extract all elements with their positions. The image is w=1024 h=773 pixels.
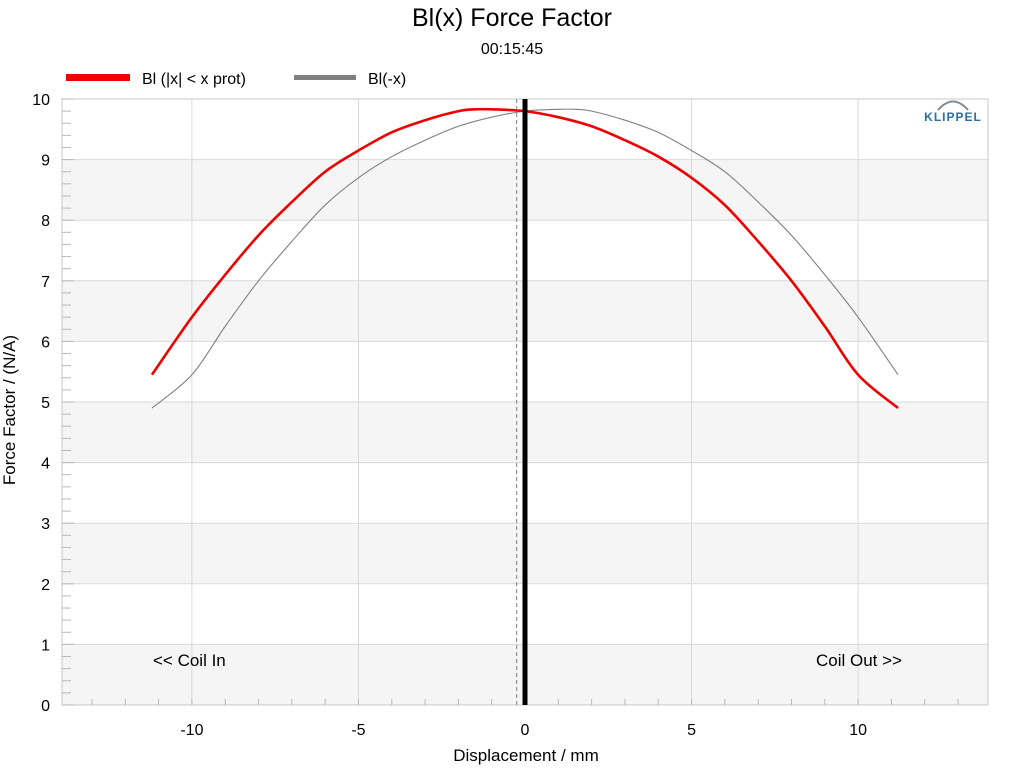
- legend-label-series-1: Bl (|x| < x prot): [142, 71, 246, 88]
- y-tick-label: 2: [41, 577, 50, 594]
- x-tick-label: -5: [351, 722, 365, 739]
- x-tick-label: -10: [180, 722, 203, 739]
- y-tick-labels: 0 1 2 3 4 5 6 7 8 9 10: [32, 92, 50, 715]
- y-tick-label: 3: [41, 516, 50, 533]
- y-tick-label: 1: [41, 637, 50, 654]
- x-tick-labels: -10 -5 0 5 10: [180, 722, 867, 739]
- y-tick-label: 9: [41, 153, 50, 170]
- chart-title: Bl(x) Force Factor: [412, 4, 612, 32]
- klippel-logo: KLIPPEL: [924, 100, 982, 124]
- y-minor-ticks: [62, 98, 959, 706]
- series-layer: [150, 107, 899, 410]
- markers: [516, 99, 528, 705]
- y-axis-title: Force Factor / (N/A): [0, 335, 19, 485]
- legend: Bl (|x| < x prot) Bl(-x): [66, 71, 406, 88]
- x-tick-label: 5: [687, 722, 696, 739]
- y-tick-label: 7: [41, 274, 50, 291]
- series-line-1: [150, 107, 899, 410]
- y-tick-label: 10: [32, 92, 50, 109]
- annotation-coil-out: Coil Out >>: [816, 651, 902, 670]
- logo-arc-icon: [937, 100, 969, 111]
- logo-text: KLIPPEL: [924, 110, 982, 124]
- x-tick-label: 10: [849, 722, 867, 739]
- series-line-2: [151, 108, 899, 409]
- chart-subtitle: 00:15:45: [481, 41, 543, 58]
- legend-swatch-series-1: [66, 74, 130, 81]
- x-tick-label: 0: [521, 722, 530, 739]
- y-tick-label: 6: [41, 334, 50, 351]
- y-tick-label: 8: [41, 213, 50, 230]
- x-axis-title: Displacement / mm: [453, 746, 598, 765]
- y-tick-label: 5: [41, 395, 50, 412]
- y-tick-label: 4: [41, 456, 50, 473]
- annotation-coil-in: << Coil In: [153, 651, 226, 670]
- legend-swatch-series-2: [294, 75, 356, 80]
- legend-label-series-2: Bl(-x): [368, 71, 406, 88]
- y-tick-label: 0: [41, 698, 50, 715]
